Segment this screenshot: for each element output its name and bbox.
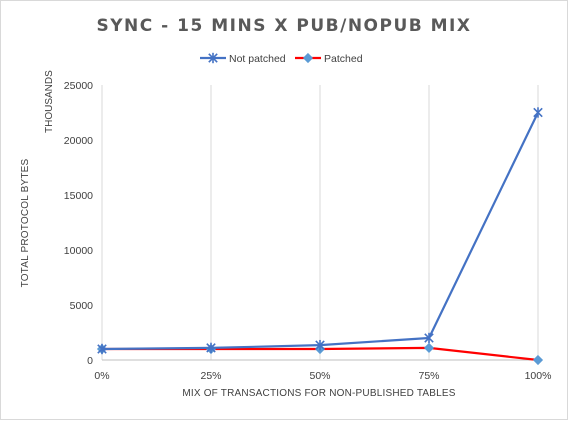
y-tick-label: 10000 <box>64 245 93 257</box>
data-point-not-patched <box>97 343 107 355</box>
x-axis-title: MIX OF TRANSACTIONS FOR NON-PUBLISHED TA… <box>182 388 455 399</box>
data-point-patched <box>423 342 435 353</box>
data-point-patched <box>532 354 544 366</box>
x-tick-label: 50% <box>309 370 330 382</box>
y-tick-label: 15000 <box>64 190 93 202</box>
legend-swatch-marker <box>208 52 218 64</box>
y-axis-title: TOTAL PROTOCOL BYTES <box>20 158 31 287</box>
grid-lines <box>101 85 539 361</box>
x-axis-ticks: 0% 25% 50% 75% 100% <box>94 370 551 382</box>
data-point-not-patched <box>424 332 434 344</box>
data-point-not-patched <box>206 342 216 354</box>
y-axis-units-label: THOUSANDS <box>44 70 55 133</box>
legend-item-patched: Patched <box>295 52 363 65</box>
y-tick-label: 0 <box>87 355 93 367</box>
chart-legend: Not patched Patched <box>200 52 363 65</box>
x-tick-label: 75% <box>418 370 439 382</box>
x-tick-label: 0% <box>94 370 109 382</box>
data-point-not-patched <box>315 339 325 351</box>
y-tick-label: 25000 <box>64 80 93 92</box>
x-tick-label: 25% <box>200 370 221 382</box>
chart-title: SYNC - 15 MINS X PUB/NOPUB MIX <box>97 16 472 36</box>
y-tick-label: 20000 <box>64 135 93 147</box>
y-axis-ticks: 0 5000 10000 15000 20000 25000 <box>64 80 93 367</box>
data-point-not-patched <box>533 107 543 118</box>
x-tick-label: 100% <box>525 370 552 382</box>
legend-item-not-patched: Not patched <box>200 52 286 65</box>
legend-label: Not patched <box>229 53 286 65</box>
legend-label: Patched <box>324 53 363 65</box>
series-layer <box>96 107 544 366</box>
y-tick-label: 5000 <box>70 300 94 312</box>
legend-swatch-marker <box>302 52 314 64</box>
